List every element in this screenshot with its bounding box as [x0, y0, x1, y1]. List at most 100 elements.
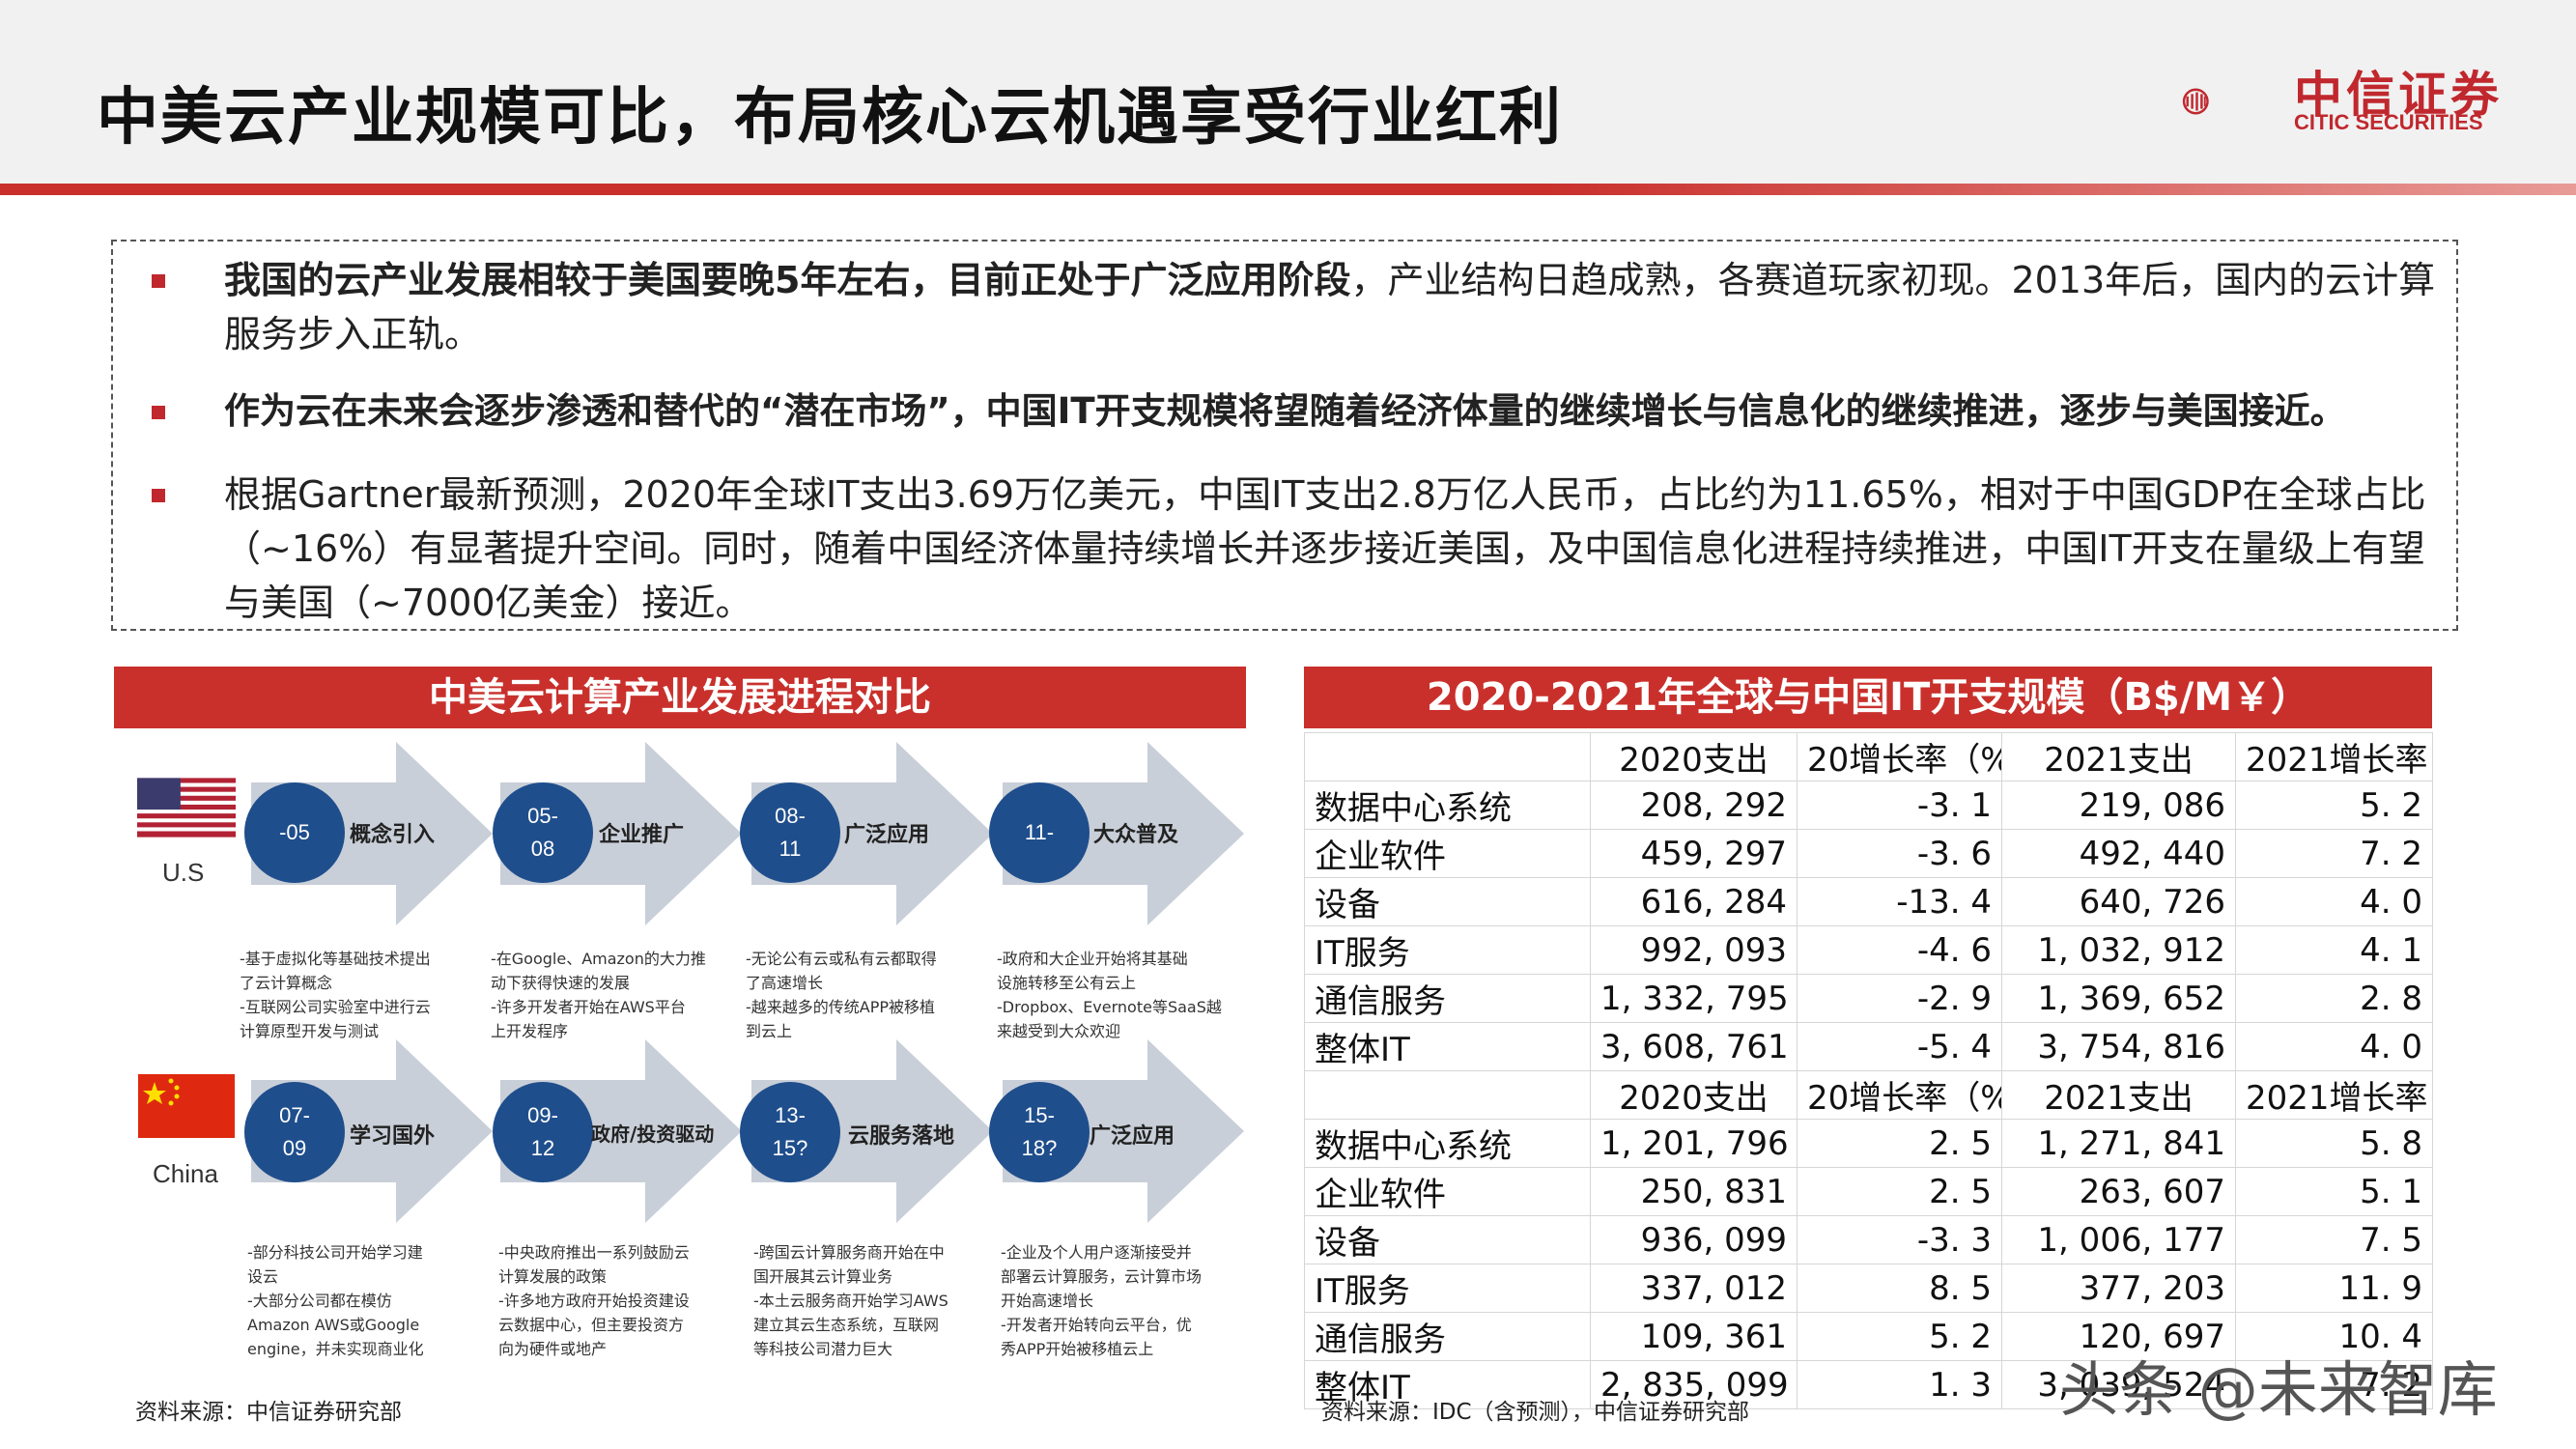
table-cell: 3, 039, 524 — [2001, 1360, 2236, 1409]
citic-logo-icon — [2182, 88, 2209, 115]
table-cell: 1, 332, 795 — [1590, 974, 1798, 1023]
column-header: 20增长率（% — [1797, 1070, 2002, 1120]
table-cell: -2. 9 — [1797, 974, 2002, 1023]
table-cell: 1, 201, 796 — [1590, 1119, 1798, 1168]
table-row: IT服务 337, 012 8. 5 377, 203 11. 9 — [1304, 1264, 2433, 1313]
stage-name: 大众普及 — [1093, 823, 1179, 847]
table-cell: 1, 369, 652 — [2001, 974, 2236, 1023]
stage-desc: -基于虚拟化等基础技术提出 了云计算概念 -互联网公司实验室中进行云 计算原型开发与… — [240, 950, 431, 1040]
table-cell: 4. 0 — [2235, 1022, 2433, 1071]
table-cell: 616, 284 — [1590, 877, 1798, 926]
table-row: 设备 936, 099 -3. 3 1, 006, 177 7. 5 — [1304, 1215, 2433, 1264]
watermark-text: 头条 @未来智库 — [2059, 1354, 2498, 1425]
row-label: 通信服务 — [1304, 974, 1591, 1023]
stage-period: 15- 18? — [989, 1082, 1090, 1182]
row-label: IT服务 — [1304, 1264, 1591, 1313]
table-cell: 109, 361 — [1590, 1312, 1798, 1361]
stage-period: 11- — [989, 782, 1090, 883]
stage-desc: -无论公有云或私有云都取得 了高速增长 -越来越多的传统APP被移植 到云上 — [746, 950, 937, 1040]
bullet-marker-icon — [152, 489, 165, 502]
table-cell: 1, 032, 912 — [2001, 925, 2236, 975]
table-cell: 208, 292 — [1590, 781, 1798, 830]
table-cell: 992, 093 — [1590, 925, 1798, 975]
header-bar — [0, 0, 2576, 184]
bullet-1-text: ，产业结构日趋成熟，各赛道玩家初现。2013年后，国内的云计算服务步入正轨。 — [224, 259, 2436, 355]
column-header — [1304, 732, 1591, 781]
table-cell: 640, 726 — [2001, 877, 2236, 926]
stage-name: 企业推广 — [599, 823, 685, 847]
table-cell: 3, 754, 816 — [2001, 1022, 2236, 1071]
table-cell: -4. 6 — [1797, 925, 2002, 975]
table-row: 整体IT 2, 835, 099 1. 3 3, 039, 524 7. 2 — [1304, 1360, 2433, 1409]
left-panel-title: 中美云计算产业发展进程对比 — [114, 667, 1246, 728]
row-label: 企业软件 — [1304, 1167, 1591, 1216]
stage-name: 学习国外 — [350, 1124, 436, 1149]
bullet-2-bold: 作为云在未来会逐步渗透和替代的“潜在市场”，中国IT开支规模将望随着经济体量的继… — [224, 390, 2346, 432]
table-row: 数据中心系统 208, 292 -3. 1 219, 086 5. 2 — [1304, 781, 2433, 830]
column-header: 2021支出 — [2001, 1070, 2236, 1120]
stage-name: 云服务落地 — [848, 1124, 955, 1149]
table-row: 数据中心系统 1, 201, 796 2. 5 1, 271, 841 5. 8 — [1304, 1119, 2433, 1168]
stage-period: 13- 15? — [740, 1082, 840, 1182]
stage-desc: -企业及个人用户逐渐接受并 部署云计算服务，云计算市场 开始高速增长 -开发者开始转… — [1001, 1243, 1203, 1358]
table-cell: 3, 608, 761 — [1590, 1022, 1798, 1071]
column-header: 2021增长率 — [2235, 732, 2433, 781]
table-cell: 7. 2 — [2235, 829, 2433, 878]
table-cell: -3. 1 — [1797, 781, 2002, 830]
row-label: IT服务 — [1304, 925, 1591, 975]
table-cell: 7. 5 — [2235, 1215, 2433, 1264]
left-source: 资料来源：中信证券研究部 — [135, 1400, 402, 1425]
stage-period: 09- 12 — [493, 1082, 593, 1182]
table-cell: 459, 297 — [1590, 829, 1798, 878]
table-cell: -5. 4 — [1797, 1022, 2002, 1071]
bullet-marker-icon — [152, 274, 165, 288]
table-cell: 263, 607 — [2001, 1167, 2236, 1216]
stage-desc: -跨国云计算服务商开始在中 国开展其云计算业务 -本土云服务商开始学习AWS 建立其… — [753, 1243, 948, 1358]
table-row: 整体IT 3, 608, 761 -5. 4 3, 754, 816 4. 0 — [1304, 1022, 2433, 1071]
stage-desc: -部分科技公司开始学习建 设云 -大部分公司都在模仿 Amazon AWS或Goog… — [247, 1243, 424, 1358]
table-cell: 7. 2 — [2235, 1360, 2433, 1409]
stage-period: 08- 11 — [740, 782, 840, 883]
table-cell: 5. 8 — [2235, 1119, 2433, 1168]
stage-desc: -中央政府推出一系列鼓励云 计算发展的政策 -许多地方政府开始投资建设 云数据中心，… — [498, 1243, 690, 1358]
table-cell: 1. 3 — [1797, 1360, 2002, 1409]
table-cell: 492, 440 — [2001, 829, 2236, 878]
table-cell: 1, 006, 177 — [2001, 1215, 2236, 1264]
column-header: 2020支出 — [1590, 1070, 1798, 1120]
table-cell: -3. 6 — [1797, 829, 2002, 878]
table-cell: 936, 099 — [1590, 1215, 1798, 1264]
table-row: 设备 616, 284 -13. 4 640, 726 4. 0 — [1304, 877, 2433, 926]
stage-period: -05 — [244, 782, 345, 883]
bullet-3-text: 根据Gartner最新预测，2020年全球IT支出3.69万亿美元，中国IT支出… — [224, 473, 2426, 624]
summary-box: 我国的云产业发展相较于美国要晚5年左右，目前正处于广泛应用阶段，产业结构日趋成熟… — [111, 240, 2458, 631]
table-cell: 377, 203 — [2001, 1264, 2236, 1313]
table-row: 企业软件 250, 831 2. 5 263, 607 5. 1 — [1304, 1167, 2433, 1216]
right-panel-title: 2020-2021年全球与中国IT开支规模（B$/M￥） — [1304, 667, 2432, 728]
header-divider — [0, 184, 2576, 195]
page-title: 中美云产业规模可比，布局核心云机遇享受行业红利 — [97, 82, 1563, 154]
table-cell: 10. 4 — [2235, 1312, 2433, 1361]
stage-name: 广泛应用 — [844, 823, 930, 847]
table-cell: 2, 835, 099 — [1590, 1360, 1798, 1409]
row-label: 通信服务 — [1304, 1312, 1591, 1361]
table-cell: 11. 9 — [2235, 1264, 2433, 1313]
stage-name: 概念引入 — [350, 823, 436, 847]
column-header — [1304, 1070, 1591, 1120]
row-label: 数据中心系统 — [1304, 781, 1591, 830]
table-cell: 219, 086 — [2001, 781, 2236, 830]
table-cell: 2. 8 — [2235, 974, 2433, 1023]
table-cell: 8. 5 — [1797, 1264, 2002, 1313]
table-cell: 5. 2 — [1797, 1312, 2002, 1361]
row-label: 整体IT — [1304, 1022, 1591, 1071]
china-label: China — [153, 1159, 218, 1188]
stage-desc: -在Google、Amazon的大力推 动下获得快速的发展 -许多开发者开始在AW… — [491, 950, 706, 1040]
row-label: 整体IT — [1304, 1360, 1591, 1409]
stage-desc: -政府和大企业开始将其基础 设施转移至公有云上 -Dropbox、Evernote… — [997, 950, 1222, 1040]
right-source: 资料来源：IDC（含预测），中信证券研究部 — [1321, 1400, 1750, 1425]
table-cell: 1, 271, 841 — [2001, 1119, 2236, 1168]
bullet-marker-icon — [152, 406, 165, 419]
arrow-chevron-icon — [1003, 1039, 1244, 1223]
logo-text-en: CITIC SECURITIES — [2294, 110, 2483, 134]
row-label: 企业软件 — [1304, 829, 1591, 878]
table-header-row: 2020支出 20增长率（% 2021支出 2021增长率 — [1304, 1070, 2433, 1120]
